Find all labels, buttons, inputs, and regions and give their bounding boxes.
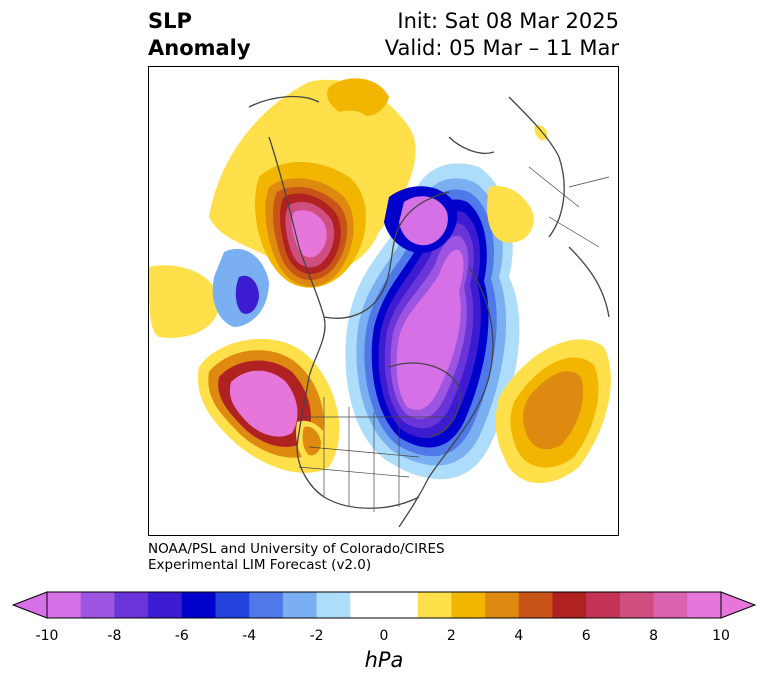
- colorbar-bin: [249, 592, 284, 618]
- colorbar-arrow-max: [720, 591, 757, 619]
- negative-anomaly-arctic: [212, 163, 520, 480]
- colorbar-tick-label: -10: [35, 628, 59, 644]
- coastlines: [248, 95, 610, 528]
- colorbar-bin: [350, 592, 385, 618]
- credit-text: NOAA/PSL and University of Colorado/CIRE…: [148, 541, 445, 573]
- colorbar-bin: [485, 592, 520, 618]
- colorbar-arrow-min: [11, 591, 48, 619]
- positive-anomaly-gulf-of-alaska: [198, 338, 340, 473]
- colorbar-bin: [282, 592, 318, 618]
- anomaly-map-canvas: [149, 78, 611, 528]
- valid-range: Valid: 05 Mar – 11 Mar: [384, 36, 619, 60]
- colorbar-bin: [114, 592, 149, 618]
- colorbar-bin: [518, 592, 553, 618]
- colorbar-bin: [47, 592, 82, 618]
- colorbar-tick-label: 10: [712, 628, 730, 644]
- colorbar-bin: [586, 592, 621, 618]
- field-title: SLP Anomaly: [148, 8, 251, 62]
- credit-line1: NOAA/PSL and University of Colorado/CIRE…: [148, 541, 445, 557]
- colorbar-tick-label: -6: [174, 628, 189, 644]
- colorbar-bin: [148, 592, 183, 618]
- colorbar-tick-label: 4: [514, 628, 524, 644]
- anomaly-map: [148, 66, 619, 536]
- colorbar-bin: [451, 592, 486, 618]
- init-date: Init: Sat 08 Mar 2025: [397, 9, 619, 33]
- credit-line2: Experimental LIM Forecast (v2.0): [148, 557, 372, 573]
- colorbar-frame: [46, 591, 722, 619]
- political-borders: [298, 166, 610, 512]
- colorbar: [11, 591, 757, 619]
- colorbar-bin: [215, 592, 250, 618]
- colorbar-unit-label: hPa: [364, 648, 404, 672]
- positive-anomaly-north-pacific: [149, 78, 416, 338]
- colorbar-bin: [619, 592, 655, 618]
- colorbar-bin: [687, 592, 722, 618]
- colorbar-bin: [653, 592, 688, 618]
- field-title-line1: SLP: [148, 9, 192, 33]
- colorbar-tick-label: 0: [379, 628, 389, 644]
- colorbar-bin: [181, 592, 216, 618]
- colorbar-tick-label: 8: [649, 628, 659, 644]
- colorbar-bin: [384, 592, 419, 618]
- positive-anomaly-north-america-west: [296, 420, 330, 466]
- colorbar-bin: [552, 592, 587, 618]
- field-title-line2: Anomaly: [148, 36, 251, 60]
- colorbar-bin: [80, 592, 115, 618]
- colorbar-bin: [417, 592, 452, 618]
- colorbar-tick-label: -4: [242, 628, 257, 644]
- colorbar-tick-label: 6: [581, 628, 591, 644]
- colorbar-tick-label: 2: [446, 628, 456, 644]
- date-title: Init: Sat 08 Mar 2025 Valid: 05 Mar – 11…: [385, 8, 619, 62]
- colorbar-bin: [316, 592, 351, 618]
- positive-anomaly-north-atlantic: [487, 125, 611, 484]
- colorbar-tick-label: -2: [309, 628, 324, 644]
- colorbar-tick-label: -8: [107, 628, 122, 644]
